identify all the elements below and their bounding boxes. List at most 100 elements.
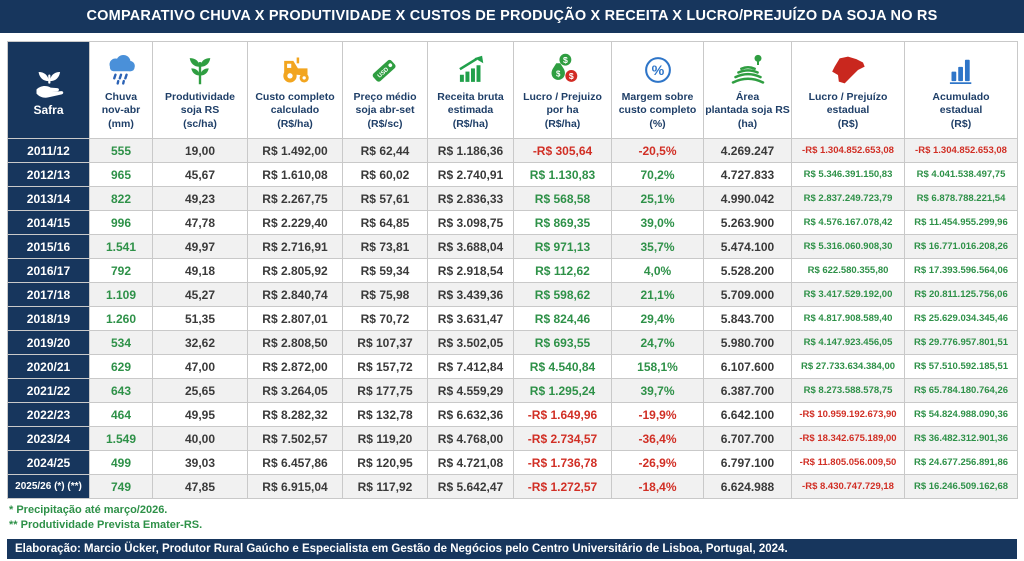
bar-chart-icon (906, 49, 1016, 91)
safra-cell: 2011/12 (7, 138, 90, 163)
value-cell: 158,1% (611, 354, 704, 379)
table-row: 2025/26 (*) (**) 749 47,85 R$ 6.915,04 R$ 11… (7, 474, 1018, 499)
value-cell: R$ 3.631,47 (427, 306, 514, 331)
value-cell: -R$ 2.734,57 (513, 426, 612, 451)
table-row: 2021/22 643 25,65 R$ 3.264,05 R$ 177,75 R$ 4.… (7, 378, 1018, 403)
value-cell: R$ 2.740,91 (427, 162, 514, 187)
value-cell: R$ 568,58 (513, 186, 612, 211)
value-cell: 39,7% (611, 378, 704, 403)
value-cell: R$ 2.716,91 (247, 234, 343, 259)
value-cell: -R$ 11.805.056.009,50 (791, 450, 905, 475)
footnote-precipitacao: * Precipitação até março/2026. (9, 504, 168, 516)
tractor-icon (249, 49, 341, 91)
value-cell: 4.269.247 (703, 138, 792, 163)
value-cell: R$ 1.295,24 (513, 378, 612, 403)
value-cell: 19,00 (152, 138, 248, 163)
value-cell: R$ 25.629.034.345,46 (904, 306, 1018, 331)
value-cell: 5.263.900 (703, 210, 792, 235)
value-cell: R$ 2.836,33 (427, 186, 514, 211)
safra-cell: 2012/13 (7, 162, 90, 187)
value-cell: R$ 73,81 (342, 234, 428, 259)
safra-cell: 2019/20 (7, 330, 90, 355)
value-cell: R$ 132,78 (342, 402, 428, 427)
rain-cloud-icon (91, 49, 151, 91)
value-cell: R$ 3.688,04 (427, 234, 514, 259)
value-cell: R$ 971,13 (513, 234, 612, 259)
value-cell: R$ 4.540,84 (513, 354, 612, 379)
column-label: Preço médio soja abr-set (R$/sc) (353, 90, 417, 130)
value-cell: 35,7% (611, 234, 704, 259)
value-cell: 47,00 (152, 354, 248, 379)
col-header-produtividade: Produtividade soja RS (sc/ha) (152, 41, 248, 139)
col-header-lucro-estadual: Lucro / Prejuízo estadual (R$) (791, 41, 905, 139)
value-cell: R$ 11.454.955.299,96 (904, 210, 1018, 235)
value-cell: 792 (89, 258, 153, 283)
value-cell: R$ 2.808,50 (247, 330, 343, 355)
col-header-chuva: Chuva nov-abr (mm) (89, 41, 153, 139)
svg-text:$: $ (556, 69, 561, 78)
value-cell: R$ 20.811.125.756,06 (904, 282, 1018, 307)
value-cell: R$ 3.439,36 (427, 282, 514, 307)
value-cell: R$ 60,02 (342, 162, 428, 187)
value-cell: 4.727.833 (703, 162, 792, 187)
value-cell: R$ 2.872,00 (247, 354, 343, 379)
value-cell: R$ 693,55 (513, 330, 612, 355)
value-cell: R$ 62,44 (342, 138, 428, 163)
planted-field-icon (705, 49, 790, 91)
value-cell: 5.709.000 (703, 282, 792, 307)
value-cell: 6.624.988 (703, 474, 792, 499)
value-cell: R$ 70,72 (342, 306, 428, 331)
value-cell: 21,1% (611, 282, 704, 307)
value-cell: -18,4% (611, 474, 704, 499)
col-header-receita: Receita bruta estimada (R$/ha) (427, 41, 514, 139)
safra-cell: 2014/15 (7, 210, 90, 235)
table-row: 2015/16 1.541 49,97 R$ 2.716,91 R$ 73,81 R$ 3… (7, 234, 1018, 259)
credit-bar: Elaboração: Marcio Ücker, Produtor Rural… (7, 539, 1017, 559)
value-cell: R$ 2.805,92 (247, 258, 343, 283)
rs-state-map-icon (793, 49, 903, 91)
table-row: 2022/23 464 49,95 R$ 8.282,32 R$ 132,78 R$ 6.… (7, 402, 1018, 427)
svg-text:%: % (651, 63, 664, 79)
value-cell: 25,65 (152, 378, 248, 403)
value-cell: 822 (89, 186, 153, 211)
value-cell: -R$ 18.342.675.189,00 (791, 426, 905, 451)
value-cell: 5.980.700 (703, 330, 792, 355)
column-label: Margem sobre custo completo (%) (618, 90, 697, 130)
value-cell: -R$ 1.304.852.653,08 (791, 138, 905, 163)
table-row: 2020/21 629 47,00 R$ 2.872,00 R$ 157,72 R$ 7.… (7, 354, 1018, 379)
value-cell: R$ 4.721,08 (427, 450, 514, 475)
table-row: 2019/20 534 32,62 R$ 2.808,50 R$ 107,37 R$ 3.… (7, 330, 1018, 355)
value-cell: R$ 4.576.167.078,42 (791, 210, 905, 235)
col-header-custo: Custo completo calculado (R$/ha) (247, 41, 343, 139)
table-row: 2017/18 1.109 45,27 R$ 2.840,74 R$ 75,98 R$ 3… (7, 282, 1018, 307)
value-cell: R$ 869,35 (513, 210, 612, 235)
value-cell: R$ 1.610,08 (247, 162, 343, 187)
value-cell: R$ 54.824.988.090,36 (904, 402, 1018, 427)
value-cell: 749 (89, 474, 153, 499)
safra-cell: 2013/14 (7, 186, 90, 211)
value-cell: -R$ 1.304.852.653,08 (904, 138, 1018, 163)
value-cell: 51,35 (152, 306, 248, 331)
value-cell: R$ 2.267,75 (247, 186, 343, 211)
value-cell: 555 (89, 138, 153, 163)
value-cell: R$ 5.346.391.150,83 (791, 162, 905, 187)
value-cell: R$ 3.417.529.192,00 (791, 282, 905, 307)
value-cell: 534 (89, 330, 153, 355)
value-cell: 1.541 (89, 234, 153, 259)
column-label: Custo completo calculado (R$/ha) (255, 90, 335, 130)
value-cell: 1.549 (89, 426, 153, 451)
value-cell: R$ 1.130,83 (513, 162, 612, 187)
col-header-acumulado: Acumulado estadual (R$) (904, 41, 1018, 139)
page-title: COMPARATIVO CHUVA X PRODUTIVIDADE X CUST… (0, 0, 1024, 33)
value-cell: R$ 4.559,29 (427, 378, 514, 403)
value-cell: 464 (89, 402, 153, 427)
value-cell: R$ 2.807,01 (247, 306, 343, 331)
value-cell: R$ 1.492,00 (247, 138, 343, 163)
column-label: Safra (33, 103, 64, 118)
value-cell: 1.109 (89, 282, 153, 307)
value-cell: -R$ 1.649,96 (513, 402, 612, 427)
value-cell: -R$ 10.959.192.673,90 (791, 402, 905, 427)
safra-cell: 2025/26 (*) (**) (7, 474, 90, 499)
column-label: Chuva nov-abr (mm) (101, 90, 141, 130)
value-cell: R$ 1.186,36 (427, 138, 514, 163)
